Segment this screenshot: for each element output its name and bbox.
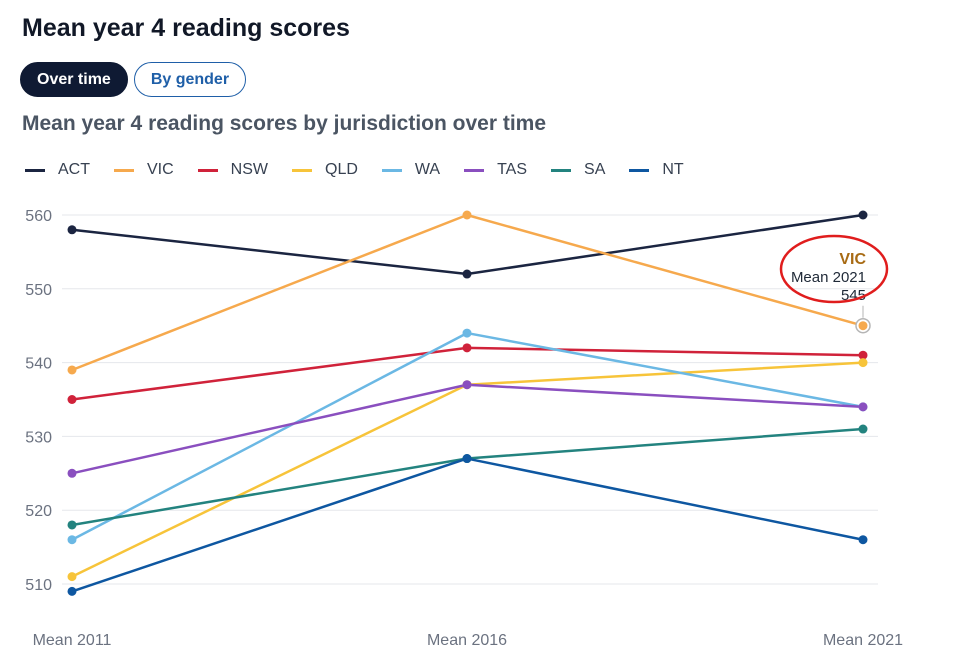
legend-item-tas[interactable]: TAS — [464, 161, 527, 179]
data-point-nt-3[interactable] — [858, 535, 868, 545]
data-point-vic-2[interactable] — [462, 210, 472, 220]
legend-swatch-wa — [381, 168, 402, 172]
series-line-act — [71, 213, 864, 276]
legend-item-qld[interactable]: QLD — [292, 161, 358, 179]
legend-item-nsw[interactable]: NSW — [197, 161, 268, 179]
legend-label-nsw: NSW — [230, 161, 268, 178]
y-tick-label-550: 550 — [25, 282, 52, 299]
y-tick-label-520: 520 — [25, 503, 52, 520]
data-point-nt-1[interactable] — [67, 586, 77, 596]
y-tick-label-560: 560 — [25, 208, 52, 225]
series-line-qld — [71, 361, 864, 578]
legend-swatch-nsw — [197, 168, 218, 172]
legend-label-tas: TAS — [497, 161, 528, 178]
data-point-tas-2[interactable] — [462, 380, 472, 390]
data-point-sa-3[interactable] — [858, 424, 868, 434]
data-point-act-1[interactable] — [67, 225, 77, 235]
legend-item-act[interactable]: ACT — [25, 161, 90, 179]
data-point-tas-3[interactable] — [858, 402, 868, 412]
y-tick-label-510: 510 — [25, 577, 52, 594]
legend-label-qld: QLD — [325, 161, 358, 178]
x-tick-label-1: Mean 2011 — [33, 632, 112, 649]
data-point-nt-2[interactable] — [462, 454, 472, 464]
legend-label-act: ACT — [58, 161, 90, 178]
legend-label-nt: NT — [662, 161, 684, 178]
legend-item-vic[interactable]: VIC — [114, 161, 174, 179]
data-point-act-3[interactable] — [858, 210, 868, 220]
data-point-qld-1[interactable] — [67, 572, 77, 582]
legend-swatch-sa — [551, 168, 572, 172]
highlight-circle-annotation — [779, 234, 889, 304]
view-tabs: Over time By gender — [20, 62, 247, 97]
legend-swatch-qld — [292, 168, 312, 172]
x-tick-label-3: Mean 2021 — [823, 632, 903, 649]
data-point-nsw-2[interactable] — [462, 343, 472, 353]
page-title: Mean year 4 reading scores — [22, 14, 350, 42]
legend-swatch-tas — [464, 168, 485, 172]
tooltip-series-name: VIC — [839, 251, 866, 268]
tab-over-time[interactable]: Over time — [20, 62, 128, 97]
data-point-nsw-3[interactable] — [858, 350, 868, 360]
data-point-nsw-1[interactable] — [67, 395, 77, 404]
data-point-vic-1[interactable] — [67, 365, 77, 375]
tooltip-value: 545 — [841, 287, 866, 304]
data-point-wa-2[interactable] — [462, 328, 472, 338]
legend-item-nt[interactable]: NT — [629, 161, 684, 179]
tab-by-gender[interactable]: By gender — [133, 62, 247, 97]
legend-swatch-vic — [114, 168, 134, 172]
data-point-act-2[interactable] — [462, 269, 472, 279]
legend-label-wa: WA — [414, 161, 441, 178]
chart-title: Mean year 4 reading scores by jurisdicti… — [22, 112, 547, 135]
legend-swatch-nt — [629, 168, 650, 172]
data-point-sa-1[interactable] — [67, 520, 77, 530]
legend-item-sa[interactable]: SA — [551, 161, 605, 179]
data-point-wa-1[interactable] — [67, 535, 77, 545]
legend-label-sa: SA — [584, 161, 606, 178]
data-point-tas-1[interactable] — [67, 468, 77, 478]
hover-point — [858, 321, 868, 331]
y-tick-label-540: 540 — [25, 356, 52, 373]
chart-legend: ACT VIC NSW QLD WA TAS SA NT — [25, 161, 708, 179]
legend-item-wa[interactable]: WA — [381, 161, 441, 179]
series-line-nsw — [71, 346, 864, 401]
x-tick-label-2: Mean 2016 — [427, 632, 507, 649]
data-point-qld-3[interactable] — [858, 358, 868, 368]
legend-swatch-act — [25, 168, 45, 172]
tooltip-category: Mean 2021 — [791, 269, 866, 286]
legend-label-vic: VIC — [147, 161, 174, 178]
y-tick-label-530: 530 — [25, 429, 52, 446]
